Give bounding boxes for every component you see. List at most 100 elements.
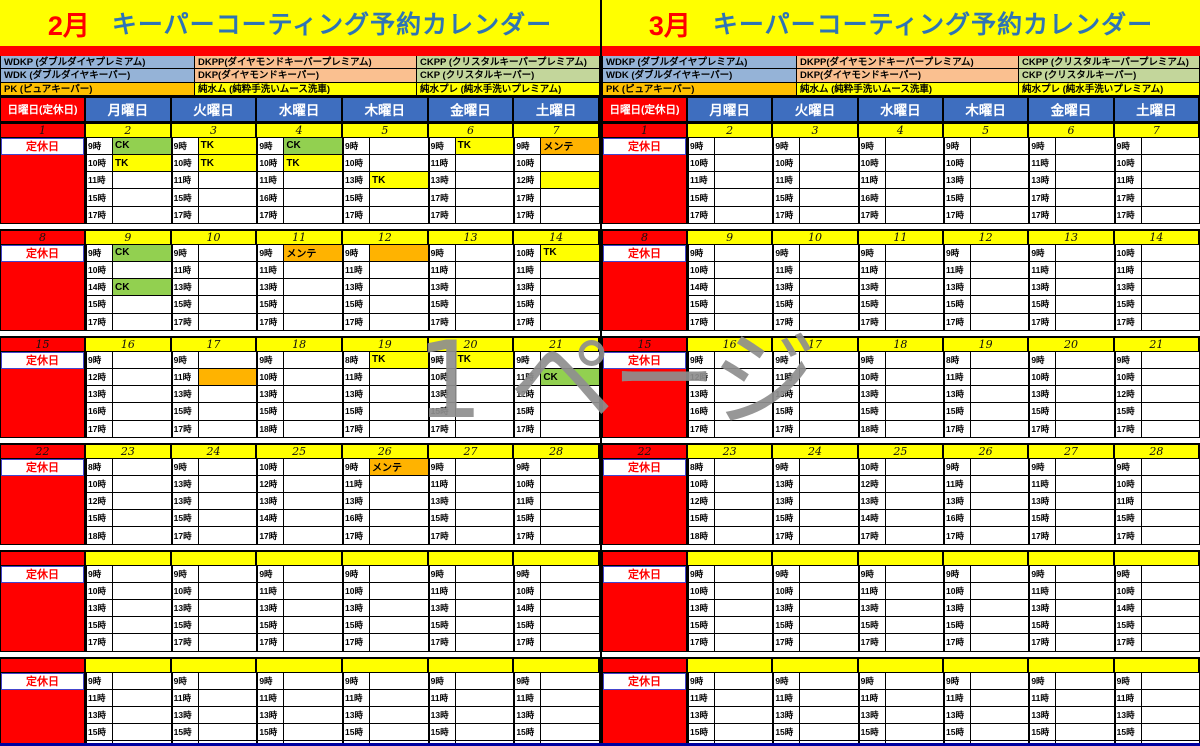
booking-cell[interactable]: [715, 707, 772, 723]
booking-cell[interactable]: [284, 583, 342, 599]
booking-cell[interactable]: [541, 707, 599, 723]
booking-cell[interactable]: [886, 421, 943, 437]
booking-cell[interactable]: [886, 690, 943, 706]
booking-cell[interactable]: [113, 673, 171, 689]
booking-cell[interactable]: [113, 724, 171, 740]
booking-cell[interactable]: [113, 476, 171, 492]
booking-cell[interactable]: [456, 296, 514, 312]
booking-cell[interactable]: TK: [369, 351, 428, 368]
booking-cell[interactable]: [1056, 617, 1113, 633]
booking-cell[interactable]: [715, 617, 772, 633]
booking-cell[interactable]: [1056, 673, 1113, 689]
booking-cell[interactable]: [971, 741, 1028, 743]
booking-cell[interactable]: [456, 566, 514, 582]
booking-cell[interactable]: [199, 459, 257, 475]
booking-cell[interactable]: [1056, 138, 1113, 154]
booking-cell[interactable]: [541, 600, 599, 616]
booking-cell[interactable]: [370, 369, 428, 385]
booking-cell[interactable]: [886, 476, 943, 492]
booking-cell[interactable]: [1056, 527, 1113, 543]
booking-cell[interactable]: [456, 207, 514, 223]
booking-cell[interactable]: [199, 724, 257, 740]
booking-cell[interactable]: [370, 741, 428, 743]
booking-cell[interactable]: [800, 207, 857, 223]
booking-cell[interactable]: [456, 369, 514, 385]
booking-cell[interactable]: [800, 296, 857, 312]
booking-cell[interactable]: メンテ: [284, 244, 342, 262]
booking-cell[interactable]: [971, 262, 1028, 278]
booking-cell[interactable]: [715, 155, 772, 171]
booking-cell[interactable]: [199, 600, 257, 616]
booking-cell[interactable]: [1142, 155, 1199, 171]
booking-cell[interactable]: [541, 386, 599, 402]
booking-cell[interactable]: [1056, 155, 1113, 171]
booking-cell[interactable]: [199, 421, 257, 437]
booking-cell[interactable]: [715, 421, 772, 437]
booking-cell[interactable]: [541, 566, 599, 582]
booking-cell[interactable]: [1142, 566, 1199, 582]
booking-cell[interactable]: [284, 634, 342, 650]
booking-cell[interactable]: [456, 262, 514, 278]
booking-cell[interactable]: TK: [198, 137, 257, 155]
booking-cell[interactable]: [886, 245, 943, 261]
booking-cell[interactable]: [370, 724, 428, 740]
booking-cell[interactable]: [971, 673, 1028, 689]
booking-cell[interactable]: [199, 634, 257, 650]
booking-cell[interactable]: [800, 421, 857, 437]
booking-cell[interactable]: [541, 279, 599, 295]
booking-cell[interactable]: [541, 617, 599, 633]
booking-cell[interactable]: [800, 172, 857, 188]
booking-cell[interactable]: [370, 314, 428, 330]
booking-cell[interactable]: [1056, 476, 1113, 492]
booking-cell[interactable]: [198, 368, 257, 386]
booking-cell[interactable]: メンテ: [369, 458, 428, 475]
booking-cell[interactable]: [971, 566, 1028, 582]
booking-cell[interactable]: [1142, 352, 1199, 368]
booking-cell[interactable]: TK: [369, 172, 428, 189]
booking-cell[interactable]: [456, 421, 514, 437]
booking-cell[interactable]: [284, 459, 342, 475]
booking-cell[interactable]: [800, 600, 857, 616]
booking-cell[interactable]: [800, 634, 857, 650]
booking-cell[interactable]: [284, 476, 342, 492]
booking-cell[interactable]: [715, 510, 772, 526]
booking-cell[interactable]: [886, 724, 943, 740]
booking-cell[interactable]: [1142, 421, 1199, 437]
booking-cell[interactable]: [886, 172, 943, 188]
booking-cell[interactable]: [1142, 510, 1199, 526]
booking-cell[interactable]: [370, 690, 428, 706]
booking-cell[interactable]: [1056, 245, 1113, 261]
booking-cell[interactable]: [886, 673, 943, 689]
booking-cell[interactable]: [541, 155, 599, 171]
booking-cell[interactable]: [541, 403, 599, 419]
booking-cell[interactable]: [886, 583, 943, 599]
booking-cell[interactable]: [1056, 369, 1113, 385]
booking-cell[interactable]: [1142, 386, 1199, 402]
booking-cell[interactable]: [284, 741, 342, 743]
booking-cell[interactable]: [113, 386, 171, 402]
booking-cell[interactable]: [886, 617, 943, 633]
booking-cell[interactable]: [800, 476, 857, 492]
booking-cell[interactable]: [715, 262, 772, 278]
booking-cell[interactable]: [715, 741, 772, 743]
booking-cell[interactable]: [370, 600, 428, 616]
booking-cell[interactable]: [199, 583, 257, 599]
booking-cell[interactable]: [113, 527, 171, 543]
booking-cell[interactable]: [800, 566, 857, 582]
booking-cell[interactable]: [1142, 314, 1199, 330]
booking-cell[interactable]: [1056, 690, 1113, 706]
booking-cell[interactable]: [284, 189, 342, 205]
booking-cell[interactable]: [886, 403, 943, 419]
booking-cell[interactable]: [715, 207, 772, 223]
booking-cell[interactable]: [715, 189, 772, 205]
booking-cell[interactable]: [456, 459, 514, 475]
booking-cell[interactable]: [1142, 690, 1199, 706]
booking-cell[interactable]: [715, 493, 772, 509]
booking-cell[interactable]: [199, 617, 257, 633]
booking-cell[interactable]: [199, 741, 257, 743]
booking-cell[interactable]: [800, 189, 857, 205]
booking-cell[interactable]: [199, 279, 257, 295]
booking-cell[interactable]: [370, 386, 428, 402]
booking-cell[interactable]: [284, 724, 342, 740]
booking-cell[interactable]: [456, 617, 514, 633]
